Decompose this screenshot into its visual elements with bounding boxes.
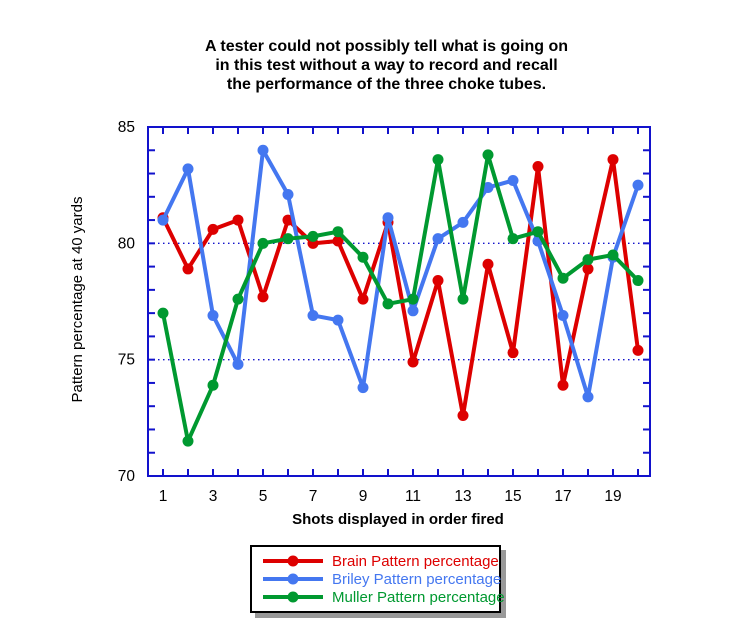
data-point (382, 298, 394, 310)
data-point (582, 263, 594, 275)
data-point (607, 154, 619, 166)
series-line (161, 152, 640, 444)
x-tick-label: 15 (504, 488, 521, 505)
data-point (332, 235, 344, 247)
data-point (482, 149, 494, 161)
x-tick-label: 5 (259, 488, 268, 505)
data-point (307, 230, 319, 242)
data-point (557, 309, 569, 321)
data-point (432, 275, 444, 287)
data-point (182, 435, 194, 447)
series-line (161, 148, 640, 399)
y-tick-label: 70 (118, 468, 136, 485)
legend-item: Muller Pattern percentage (262, 588, 505, 606)
data-point (282, 233, 294, 245)
x-tick-label: 11 (405, 488, 421, 505)
data-point (582, 254, 594, 266)
series-line (161, 157, 640, 418)
data-point (182, 163, 194, 175)
legend-item-label: Briley Pattern percentage (332, 570, 502, 588)
legend-item-label: Muller Pattern percentage (332, 588, 505, 606)
data-point (157, 307, 169, 319)
x-tick-label: 7 (309, 488, 318, 505)
data-point (307, 309, 319, 321)
data-point (482, 258, 494, 270)
data-point (407, 356, 419, 368)
data-point (457, 293, 469, 305)
data-point (207, 223, 219, 235)
data-point (482, 181, 494, 193)
legend-item-label: Brain Pattern percentage (332, 552, 499, 570)
data-point (457, 216, 469, 228)
data-point (207, 309, 219, 321)
x-axis-label: Shots displayed in order fired (292, 511, 504, 528)
x-tick-label: 19 (604, 488, 621, 505)
x-tick-label: 1 (159, 488, 168, 505)
data-point (432, 233, 444, 245)
data-point (432, 154, 444, 166)
data-point (557, 272, 569, 284)
data-point (557, 379, 569, 391)
page-title: A tester could not possibly tell what is… (0, 37, 751, 94)
data-point (357, 251, 369, 263)
y-tick-label: 85 (118, 119, 135, 136)
data-point (232, 293, 244, 305)
title-line-1: A tester could not possibly tell what is… (205, 38, 568, 55)
data-point (157, 214, 169, 226)
data-point (357, 382, 369, 394)
data-point (507, 175, 519, 187)
data-point (407, 305, 419, 317)
data-point (207, 379, 219, 391)
data-point (507, 347, 519, 359)
y-tick-label: 80 (118, 235, 136, 252)
plot-frame (147, 126, 651, 477)
data-point (532, 161, 544, 173)
data-point (382, 212, 394, 224)
data-point (182, 263, 194, 275)
data-point (257, 237, 269, 249)
data-point (257, 291, 269, 303)
data-point (232, 358, 244, 370)
data-point (507, 233, 519, 245)
data-point (407, 293, 419, 305)
data-point (632, 275, 644, 287)
legend-item: Briley Pattern percentage (262, 570, 502, 588)
data-point (332, 226, 344, 238)
x-tick-label: 3 (209, 488, 218, 505)
line-marker-icon (263, 555, 323, 567)
data-point (582, 391, 594, 403)
y-tick-label: 75 (118, 352, 135, 369)
x-tick-label: 17 (554, 488, 571, 505)
legend-item: Brain Pattern percentage (262, 552, 499, 570)
data-point (607, 249, 619, 261)
data-point (632, 179, 644, 191)
data-point (257, 144, 269, 156)
legend: Brain Pattern percentage Briley Pattern … (250, 545, 505, 613)
title-line-3: the performance of the three choke tubes… (226, 76, 547, 93)
data-point (232, 214, 244, 226)
line-marker-icon (263, 573, 323, 585)
title-line-2: in this test without a way to record and… (215, 57, 558, 74)
data-point (332, 314, 344, 326)
data-point (457, 410, 469, 422)
x-tick-label: 13 (454, 488, 471, 505)
line-marker-icon (263, 591, 323, 603)
data-point (532, 226, 544, 238)
data-point (282, 188, 294, 200)
data-point (357, 293, 369, 305)
data-point (632, 344, 644, 356)
x-tick-label: 9 (359, 488, 368, 505)
